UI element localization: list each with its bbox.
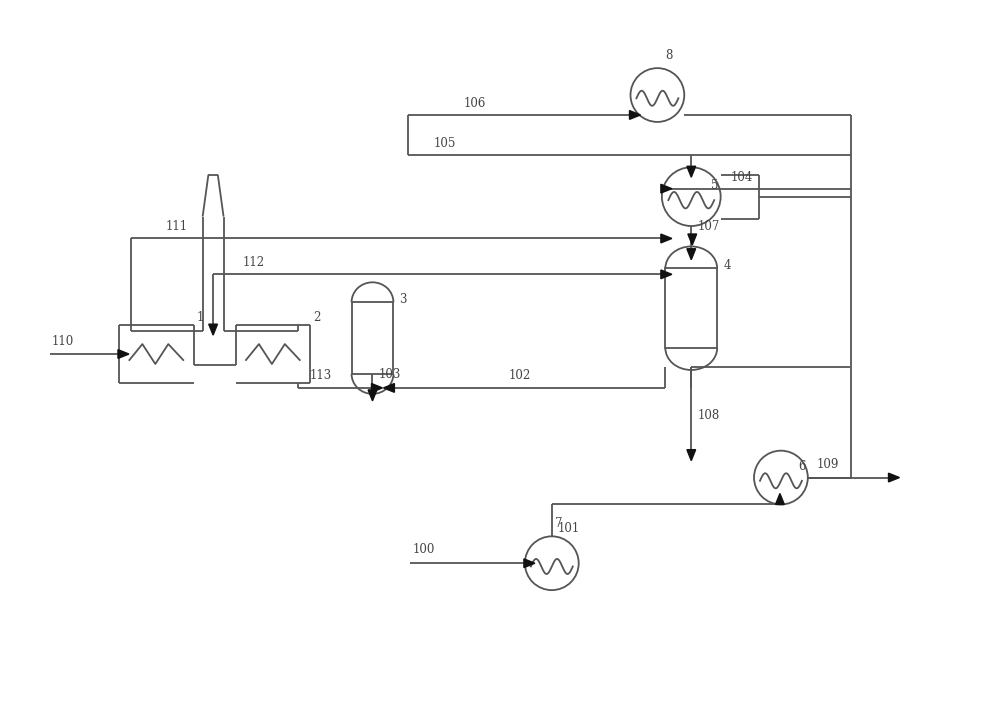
Polygon shape xyxy=(688,234,697,245)
Polygon shape xyxy=(118,350,129,359)
Text: 8: 8 xyxy=(665,49,673,62)
Text: 110: 110 xyxy=(52,335,74,348)
Text: 2: 2 xyxy=(313,311,321,324)
Text: 3: 3 xyxy=(399,293,407,306)
Text: 113: 113 xyxy=(309,369,332,382)
Polygon shape xyxy=(661,184,672,193)
Bar xyxy=(352,302,393,374)
Polygon shape xyxy=(889,473,899,482)
Polygon shape xyxy=(209,324,217,335)
Text: 4: 4 xyxy=(723,259,731,272)
Text: 101: 101 xyxy=(558,522,580,535)
Polygon shape xyxy=(524,559,535,568)
Text: 111: 111 xyxy=(166,221,188,234)
Polygon shape xyxy=(687,166,696,177)
Polygon shape xyxy=(371,383,382,392)
Polygon shape xyxy=(661,234,672,243)
Text: 6: 6 xyxy=(798,460,805,473)
Polygon shape xyxy=(776,494,784,505)
Text: 1: 1 xyxy=(197,311,204,324)
Text: 105: 105 xyxy=(433,136,456,150)
Text: 106: 106 xyxy=(463,97,486,110)
Bar xyxy=(665,269,717,348)
Polygon shape xyxy=(383,383,394,392)
Polygon shape xyxy=(687,449,696,460)
Polygon shape xyxy=(687,249,696,260)
Text: 112: 112 xyxy=(243,256,265,269)
Text: 100: 100 xyxy=(412,543,435,556)
Text: 5: 5 xyxy=(711,179,719,192)
Text: 104: 104 xyxy=(730,171,753,184)
Text: 108: 108 xyxy=(697,409,719,422)
Polygon shape xyxy=(368,390,377,401)
Text: 7: 7 xyxy=(555,518,562,531)
Text: 103: 103 xyxy=(378,368,401,381)
Polygon shape xyxy=(630,110,640,119)
Text: 107: 107 xyxy=(697,220,720,233)
Polygon shape xyxy=(661,270,672,279)
Text: 102: 102 xyxy=(508,369,531,382)
Text: 109: 109 xyxy=(817,457,839,470)
